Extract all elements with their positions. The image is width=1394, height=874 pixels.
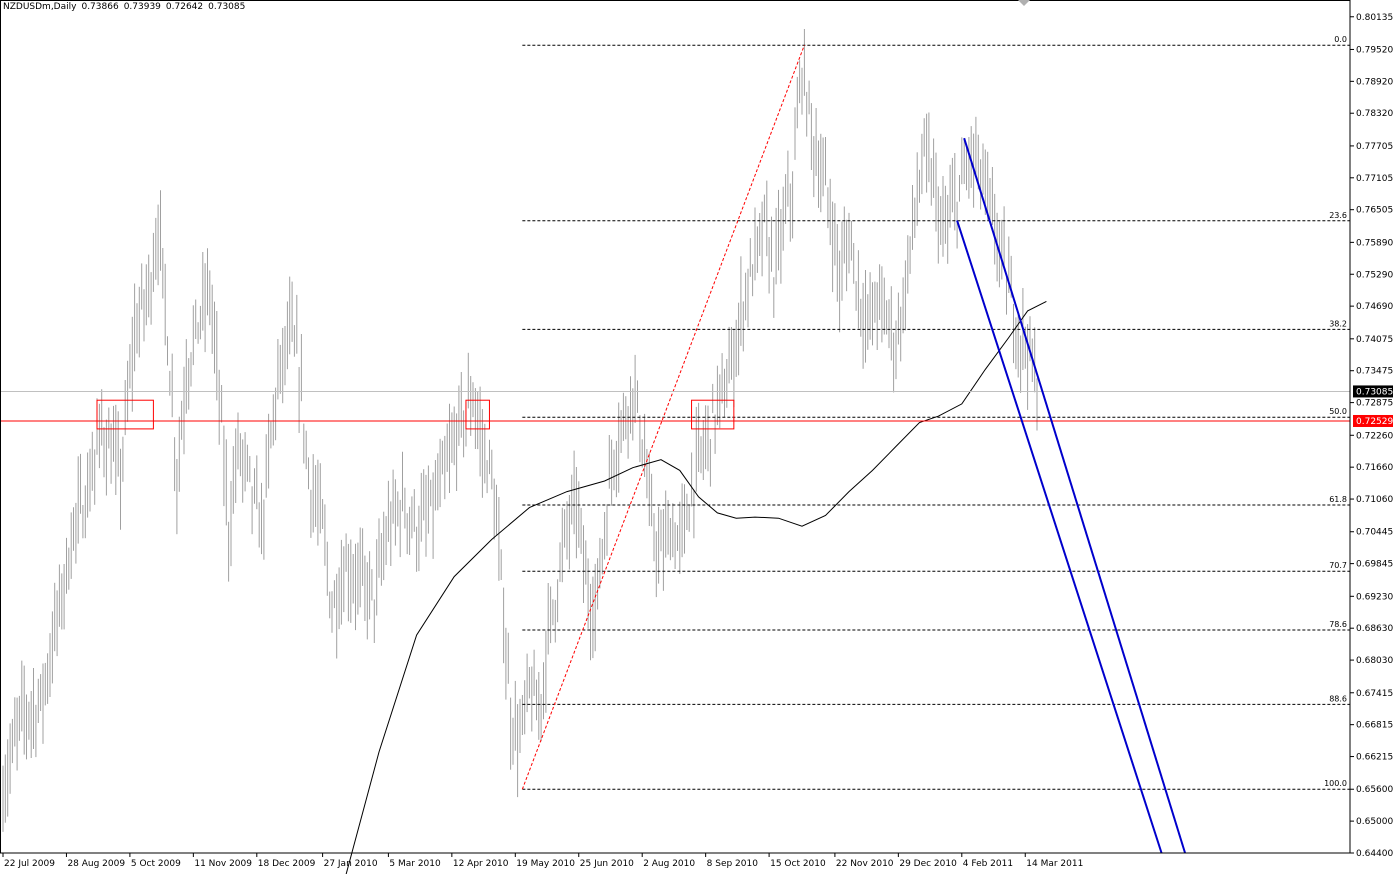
fib-level-label: 78.6 — [1329, 620, 1347, 629]
y-tick-label: 0.78920 — [1356, 77, 1393, 87]
y-tick-label: 0.67415 — [1356, 689, 1393, 699]
channel-upper-line[interactable] — [963, 137, 1187, 854]
x-tick-label: 5 Oct 2009 — [131, 859, 181, 869]
support-price-label-bg — [1353, 414, 1393, 427]
fib-level-label: 38.2 — [1329, 319, 1347, 328]
high-value: 0.73939 — [123, 2, 161, 12]
fib-level-label: 50.0 — [1329, 407, 1347, 416]
fib-level-label: 88.6 — [1329, 694, 1347, 703]
y-tick-label: 0.71660 — [1356, 463, 1393, 473]
y-tick-label: 0.80135 — [1356, 13, 1393, 23]
x-tick-label: 22 Nov 2010 — [836, 859, 894, 869]
fib-trend-line[interactable] — [521, 45, 805, 790]
candlestick-bars — [2, 29, 1038, 832]
y-tick-label: 0.74690 — [1356, 302, 1393, 312]
chart-shift-marker-icon[interactable] — [1018, 0, 1030, 6]
y-tick-label: 0.72875 — [1356, 399, 1393, 409]
plot-frame — [0, 0, 1351, 854]
y-tick-label: 0.77705 — [1356, 142, 1393, 152]
y-tick-label: 0.66815 — [1356, 721, 1393, 731]
current-price-label: 0.73085 — [1356, 387, 1393, 397]
y-tick-label: 0.74075 — [1356, 335, 1393, 345]
fib-level-label: 61.8 — [1329, 495, 1347, 504]
y-tick-label: 0.73475 — [1356, 367, 1393, 377]
y-tick-label: 0.65000 — [1356, 817, 1393, 827]
x-tick-label: 29 Dec 2010 — [899, 859, 957, 869]
y-tick-label: 0.75890 — [1356, 238, 1393, 248]
x-tick-label: 27 Jan 2010 — [324, 859, 378, 869]
y-tick-label: 0.79520 — [1356, 45, 1393, 55]
low-value: 0.72642 — [165, 2, 204, 12]
close-value: 0.73085 — [208, 2, 246, 12]
y-tick-label: 0.66215 — [1356, 753, 1393, 763]
x-tick-label: 15 Oct 2010 — [770, 859, 826, 869]
y-tick-label: 0.68630 — [1356, 624, 1393, 634]
y-tick-label: 0.77105 — [1356, 174, 1393, 184]
support-zone-box[interactable] — [465, 399, 490, 430]
x-tick-label: 5 Mar 2010 — [389, 859, 441, 869]
chart-header: NZDUSDm,Daily 0.73866 0.73939 0.72642 0.7308… — [3, 2, 250, 12]
x-tick-label: 2 Aug 2010 — [643, 859, 695, 869]
current-price-label-bg — [1353, 385, 1393, 398]
open-value: 0.73866 — [81, 2, 119, 12]
x-tick-label: 8 Sep 2010 — [707, 859, 759, 869]
y-tick-label: 0.75290 — [1356, 270, 1393, 280]
support-zone-box[interactable] — [691, 399, 735, 430]
drawn-objects[interactable] — [0, 137, 1350, 854]
x-tick-label: 12 Apr 2010 — [453, 859, 509, 869]
y-tick-label: 0.76505 — [1356, 206, 1393, 216]
fib-level-label: 23.6 — [1329, 211, 1347, 220]
symbol-label: NZDUSDm,Daily — [3, 2, 77, 12]
y-tick-label: 0.68030 — [1356, 656, 1393, 666]
x-tick-label: 14 Mar 2011 — [1026, 859, 1083, 869]
x-tick-label: 22 Jul 2009 — [4, 859, 55, 869]
y-tick-label: 0.71060 — [1356, 495, 1393, 505]
y-tick-label: 0.64400 — [1356, 849, 1393, 859]
y-tick-label: 0.69230 — [1356, 592, 1393, 602]
fib-level-label: 100.0 — [1324, 779, 1347, 788]
x-tick-label: 11 Nov 2009 — [194, 859, 252, 869]
moving-average — [345, 300, 1047, 874]
y-tick-label: 0.65600 — [1356, 785, 1393, 795]
fib-level-label: 0.0 — [1334, 35, 1347, 44]
support-zone-box[interactable] — [96, 399, 154, 430]
y-tick-label: 0.72260 — [1356, 431, 1393, 441]
channel-lower-line[interactable] — [956, 220, 1163, 854]
y-tick-label: 0.69845 — [1356, 560, 1393, 570]
support-price-label: 0.72529 — [1356, 417, 1393, 427]
moving-average-line — [345, 300, 1047, 874]
x-tick-label: 4 Feb 2011 — [963, 859, 1013, 869]
x-tick-label: 28 Aug 2009 — [67, 859, 125, 869]
y-tick-label: 0.70445 — [1356, 528, 1393, 538]
y-tick-label: 0.78320 — [1356, 109, 1393, 119]
x-tick-label: 25 Jun 2010 — [580, 859, 634, 869]
x-tick-label: 19 May 2010 — [516, 859, 575, 869]
fibonacci-retracement[interactable]: 0.0 23.6 38.2 50.0 61.8 70.7 78.6 88.6 100.0 — [521, 35, 1350, 790]
x-tick-label: 18 Dec 2009 — [258, 859, 316, 869]
fib-level-label: 70.7 — [1329, 561, 1347, 570]
